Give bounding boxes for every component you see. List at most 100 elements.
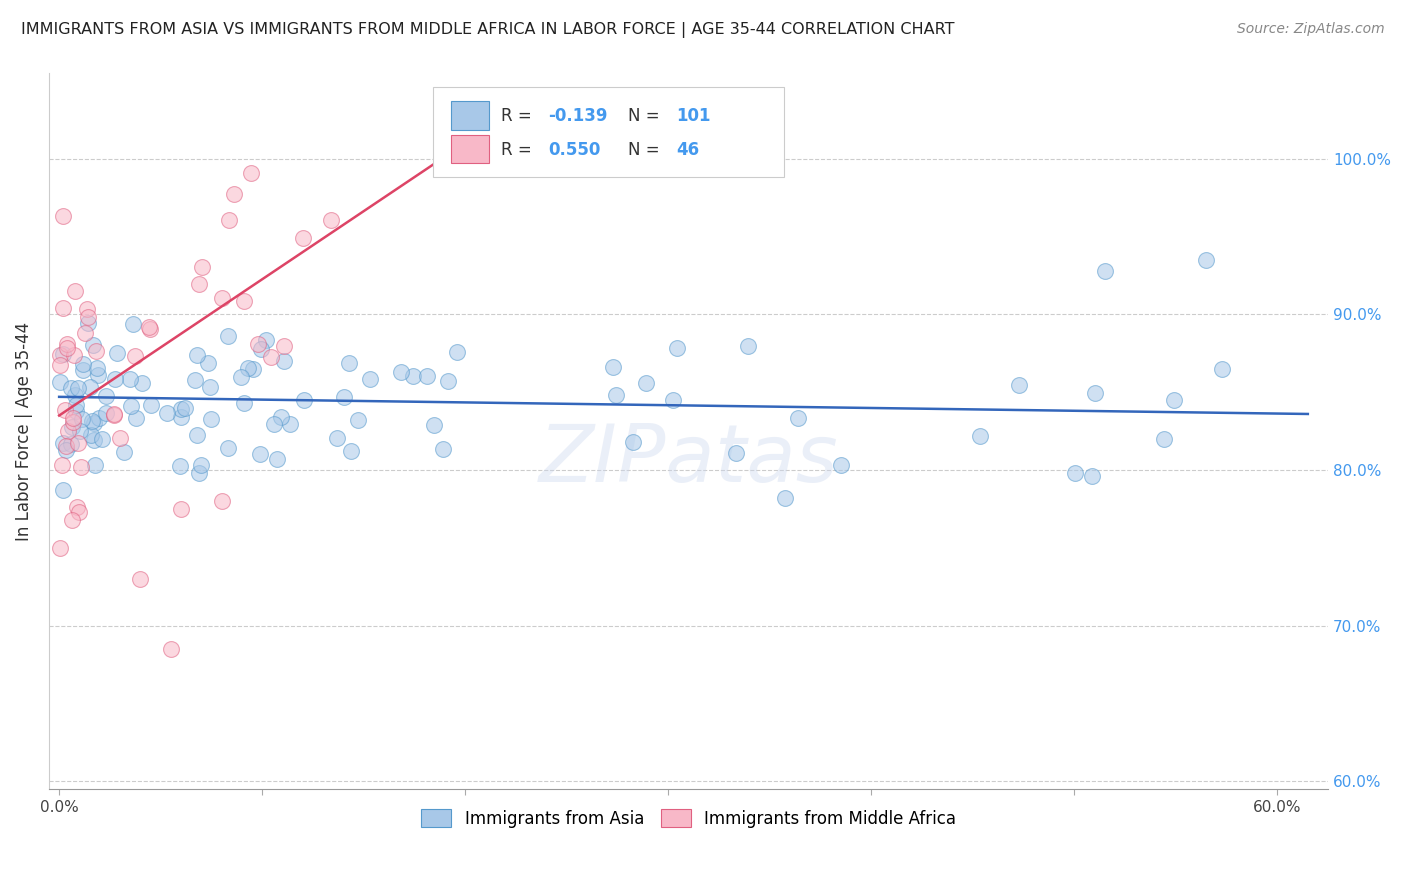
Point — [347, 413, 370, 427]
FancyBboxPatch shape — [433, 87, 785, 177]
Point — [236, 360, 259, 375]
Point — [65, 500, 87, 514]
Point — [1084, 386, 1107, 401]
Legend: Immigrants from Asia, Immigrants from Middle Africa: Immigrants from Asia, Immigrants from Mi… — [415, 803, 963, 835]
Text: R =: R = — [501, 141, 537, 159]
Point — [266, 451, 288, 466]
Point — [416, 368, 439, 383]
Point — [67, 505, 90, 519]
Point — [63, 387, 86, 401]
Point — [77, 316, 100, 330]
Point — [82, 337, 104, 351]
Text: ZIPatas: ZIPatas — [538, 421, 838, 499]
Point — [131, 376, 153, 391]
Point — [122, 317, 145, 331]
Point — [602, 360, 624, 375]
Point — [70, 412, 93, 426]
Point — [72, 363, 94, 377]
Point — [187, 277, 209, 292]
Point — [105, 345, 128, 359]
Point — [52, 301, 75, 315]
Point — [292, 393, 315, 408]
Point — [62, 410, 84, 425]
Point — [402, 368, 425, 383]
Point — [605, 387, 627, 401]
Point — [200, 412, 222, 426]
Point — [662, 393, 685, 408]
Point — [239, 166, 262, 180]
Point — [446, 345, 468, 359]
Point — [129, 572, 152, 586]
Point — [51, 458, 73, 472]
Point — [233, 294, 256, 309]
Point — [1153, 432, 1175, 446]
Point — [53, 403, 76, 417]
Point — [104, 371, 127, 385]
Text: 0.550: 0.550 — [548, 141, 600, 159]
Point — [141, 398, 163, 412]
FancyBboxPatch shape — [451, 101, 489, 129]
Point — [69, 424, 91, 438]
Point — [63, 348, 86, 362]
Point — [666, 341, 689, 355]
Point — [326, 431, 349, 445]
Point — [120, 399, 142, 413]
Point — [48, 358, 70, 372]
Point — [173, 401, 195, 415]
Point — [60, 437, 83, 451]
Text: Source: ZipAtlas.com: Source: ZipAtlas.com — [1237, 22, 1385, 37]
Point — [138, 320, 160, 334]
Point — [91, 432, 114, 446]
Point — [124, 349, 146, 363]
Point — [634, 376, 657, 391]
Point — [1080, 469, 1102, 483]
Point — [319, 212, 342, 227]
Text: 46: 46 — [676, 141, 699, 159]
Point — [249, 447, 271, 461]
Point — [191, 260, 214, 274]
Point — [89, 411, 111, 425]
Point — [273, 354, 295, 368]
Point — [186, 428, 208, 442]
Point — [1094, 264, 1116, 278]
Point — [250, 343, 273, 357]
Point — [242, 361, 264, 376]
Point — [437, 374, 460, 388]
Point — [52, 346, 75, 360]
Point — [70, 460, 93, 475]
Point — [79, 379, 101, 393]
Point — [737, 339, 759, 353]
Point — [229, 370, 252, 384]
Point — [170, 502, 193, 516]
Point — [108, 431, 131, 445]
Point — [260, 350, 283, 364]
Point — [77, 310, 100, 325]
Point — [52, 483, 75, 497]
Point — [49, 375, 72, 389]
Y-axis label: In Labor Force | Age 35-44: In Labor Force | Age 35-44 — [15, 321, 32, 541]
Point — [83, 417, 105, 431]
Point — [211, 494, 233, 508]
Point — [332, 390, 354, 404]
Point — [62, 415, 84, 429]
Point — [56, 337, 79, 351]
Point — [139, 322, 162, 336]
Point — [156, 406, 179, 420]
Point — [340, 444, 363, 458]
Point — [188, 466, 211, 480]
Point — [270, 409, 292, 424]
Point — [969, 428, 991, 442]
Point — [49, 348, 72, 362]
Point — [1063, 466, 1085, 480]
Point — [1008, 378, 1031, 392]
Point — [273, 339, 295, 353]
Point — [112, 444, 135, 458]
FancyBboxPatch shape — [451, 135, 489, 163]
Text: N =: N = — [628, 107, 665, 125]
Text: -0.139: -0.139 — [548, 107, 607, 125]
Point — [190, 458, 212, 473]
Point — [65, 398, 87, 412]
Point — [169, 458, 191, 473]
Point — [359, 372, 381, 386]
Point — [773, 491, 796, 505]
